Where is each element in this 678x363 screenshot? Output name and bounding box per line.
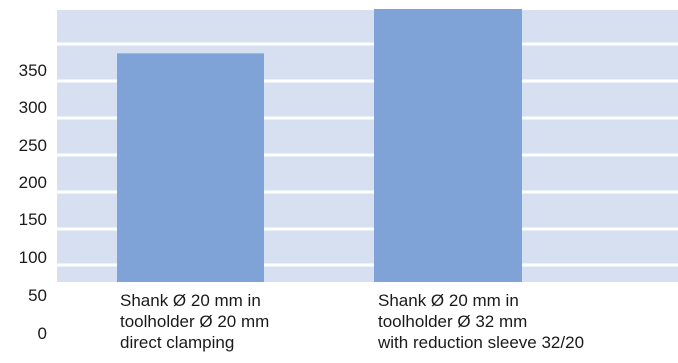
x-category-label: Shank Ø 20 mm in toolholder Ø 20 mm direct…: [120, 291, 269, 352]
x-axis-category-labels: Shank Ø 20 mm in toolholder Ø 20 mm direct…: [120, 291, 584, 352]
x-category-label: Shank Ø 20 mm in toolholder Ø 32 mm with r…: [377, 291, 584, 352]
gridline: [57, 153, 678, 157]
y-axis-tick-labels: 0 50 100 150 200 250 300 350: [19, 61, 47, 343]
bar-1: [117, 53, 264, 282]
bar-2: [374, 9, 522, 282]
y-tick-label: 300: [19, 98, 47, 117]
gridline: [57, 227, 678, 231]
bars: [117, 9, 522, 282]
gridline: [57, 116, 678, 120]
y-tick-label: 0: [38, 324, 47, 343]
gridline: [57, 42, 678, 46]
gridline: [57, 190, 678, 194]
y-tick-label: 250: [19, 136, 47, 155]
gridline: [57, 263, 678, 267]
y-tick-label: 150: [19, 210, 47, 229]
y-tick-label: 200: [19, 173, 47, 192]
y-tick-label: 100: [19, 248, 47, 267]
gridlines: [57, 42, 678, 267]
gridline: [57, 79, 678, 83]
y-tick-label: 350: [19, 61, 47, 80]
y-tick-label: 50: [28, 286, 47, 305]
